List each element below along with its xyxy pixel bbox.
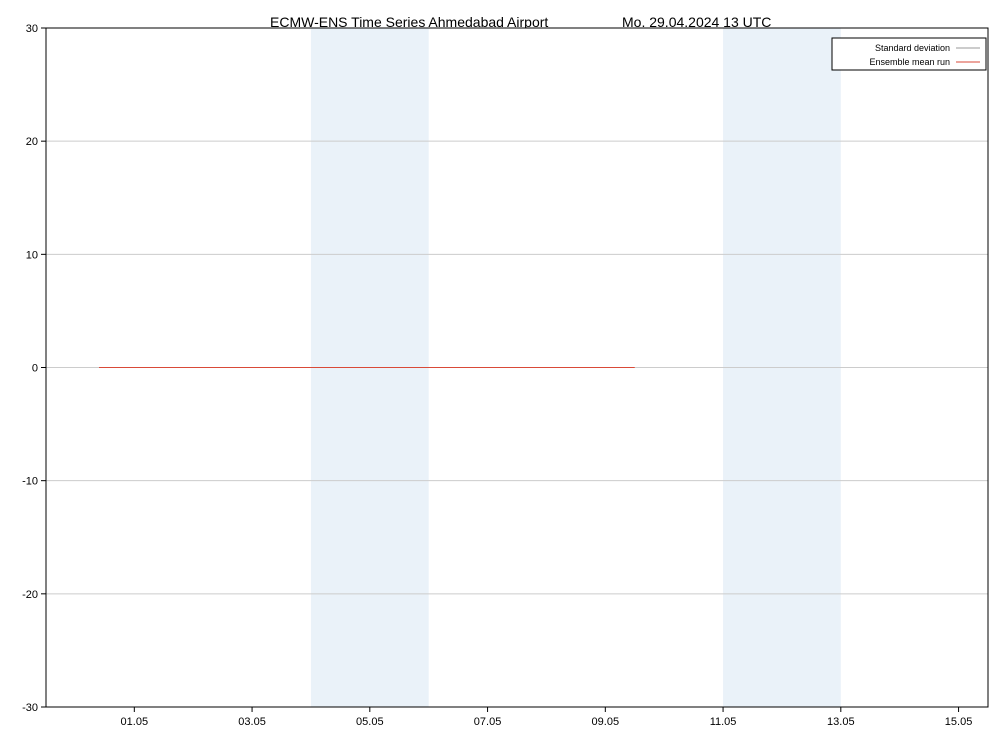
tick-label-x: 11.05 — [710, 716, 737, 728]
tick-label-y: 10 — [26, 249, 38, 261]
legend-label-ensemble_mean: Ensemble mean run — [869, 57, 950, 67]
tick-label-y: -20 — [22, 589, 38, 601]
chart-container: ECMW-ENS Time Series Ahmedabad Airport M… — [0, 0, 1000, 733]
tick-label-y: -30 — [22, 702, 38, 714]
tick-label-x: 09.05 — [592, 716, 620, 728]
tick-label-y: 0 — [32, 363, 38, 375]
tick-label-x: 07.05 — [474, 716, 502, 728]
legend-label-std_dev: Standard deviation — [875, 43, 950, 53]
tick-label-x: 05.05 — [356, 716, 384, 728]
tick-label-y: 20 — [26, 136, 38, 148]
tick-label-y: -10 — [22, 476, 38, 488]
tick-label-x: 03.05 — [238, 716, 266, 728]
tick-label-x: 01.05 — [121, 716, 149, 728]
tick-label-x: 13.05 — [827, 716, 855, 728]
tick-label-x: 15.05 — [945, 716, 973, 728]
chart-svg: -30 -20 -10 0 10 20 30 01.05 03.05 05.05 07.05 09.0… — [0, 0, 1000, 733]
tick-label-y: 30 — [26, 23, 38, 35]
